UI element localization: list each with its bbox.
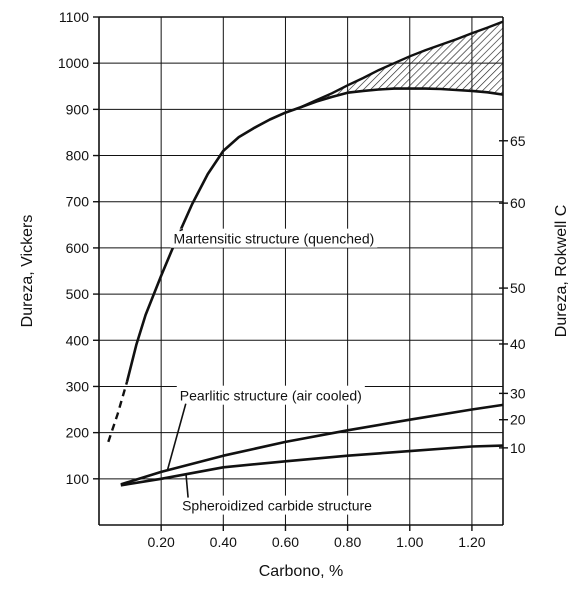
y-tick-label: 1000 <box>58 55 89 71</box>
annotation-background-1 <box>176 385 365 405</box>
series-line-2 <box>120 444 504 487</box>
y-tick-label: 1100 <box>59 9 89 25</box>
y-tick-label: 100 <box>66 471 90 487</box>
series-dashed-extension-0 <box>107 381 129 443</box>
y-tick-label: 700 <box>66 194 90 210</box>
y-tick-label: 200 <box>66 425 90 441</box>
y2-tick-label: 40 <box>510 336 526 352</box>
y-tick-label: 900 <box>66 101 90 117</box>
x-tick-label: 0.80 <box>334 534 361 550</box>
y2-tick-label: 10 <box>510 440 526 456</box>
x-axis-title: Carbono, % <box>259 563 344 580</box>
y2-tick-label: 20 <box>510 412 526 428</box>
hatched-range-band <box>301 21 503 108</box>
annotation-leader-0 <box>179 228 184 232</box>
annotation-background-0 <box>170 228 378 248</box>
y2-tick-label: 65 <box>510 133 526 149</box>
y2-axis-title: Dureza, Rokwell C <box>553 205 570 337</box>
annotation-label-0: Martensitic structure (quenched) <box>174 231 375 247</box>
y2-tick-label: 30 <box>510 385 526 401</box>
x-tick-label: 0.60 <box>272 534 299 550</box>
annotation-leader-2 <box>185 474 189 498</box>
annotation-label-1: Pearlitic structure (air cooled) <box>180 388 362 404</box>
x-tick-label: 1.20 <box>458 534 485 550</box>
y2-tick-label: 60 <box>510 195 526 211</box>
annotation-layer: Martensitic structure (quenched) Pearliti… <box>166 228 378 515</box>
y2-tick-label: 50 <box>510 280 526 296</box>
x-tick-label: 0.40 <box>210 534 237 550</box>
annotation-label-2: Spheroidized carbide structure <box>182 498 372 514</box>
y-tick-label: 600 <box>66 240 90 256</box>
y-tick-label: 800 <box>66 148 90 164</box>
series-layer <box>107 87 504 487</box>
y-tick-label: 500 <box>66 286 90 302</box>
band-layer <box>300 20 504 109</box>
y-tick-label: 400 <box>66 332 90 348</box>
x-tick-label: 0.20 <box>148 534 175 550</box>
band-upper-line <box>300 20 504 109</box>
x-tick-label: 1.00 <box>396 534 423 550</box>
series-line-1 <box>120 403 504 486</box>
axis-layer: 100 200 300 400 500 600 700 800 900 1000 1100 0.20 0… <box>19 9 570 580</box>
annotation-leader-1 <box>166 403 187 471</box>
y-axis-title: Dureza, Vickers <box>19 215 36 328</box>
annotation-background-2 <box>179 495 375 515</box>
y-tick-label: 300 <box>66 378 90 394</box>
